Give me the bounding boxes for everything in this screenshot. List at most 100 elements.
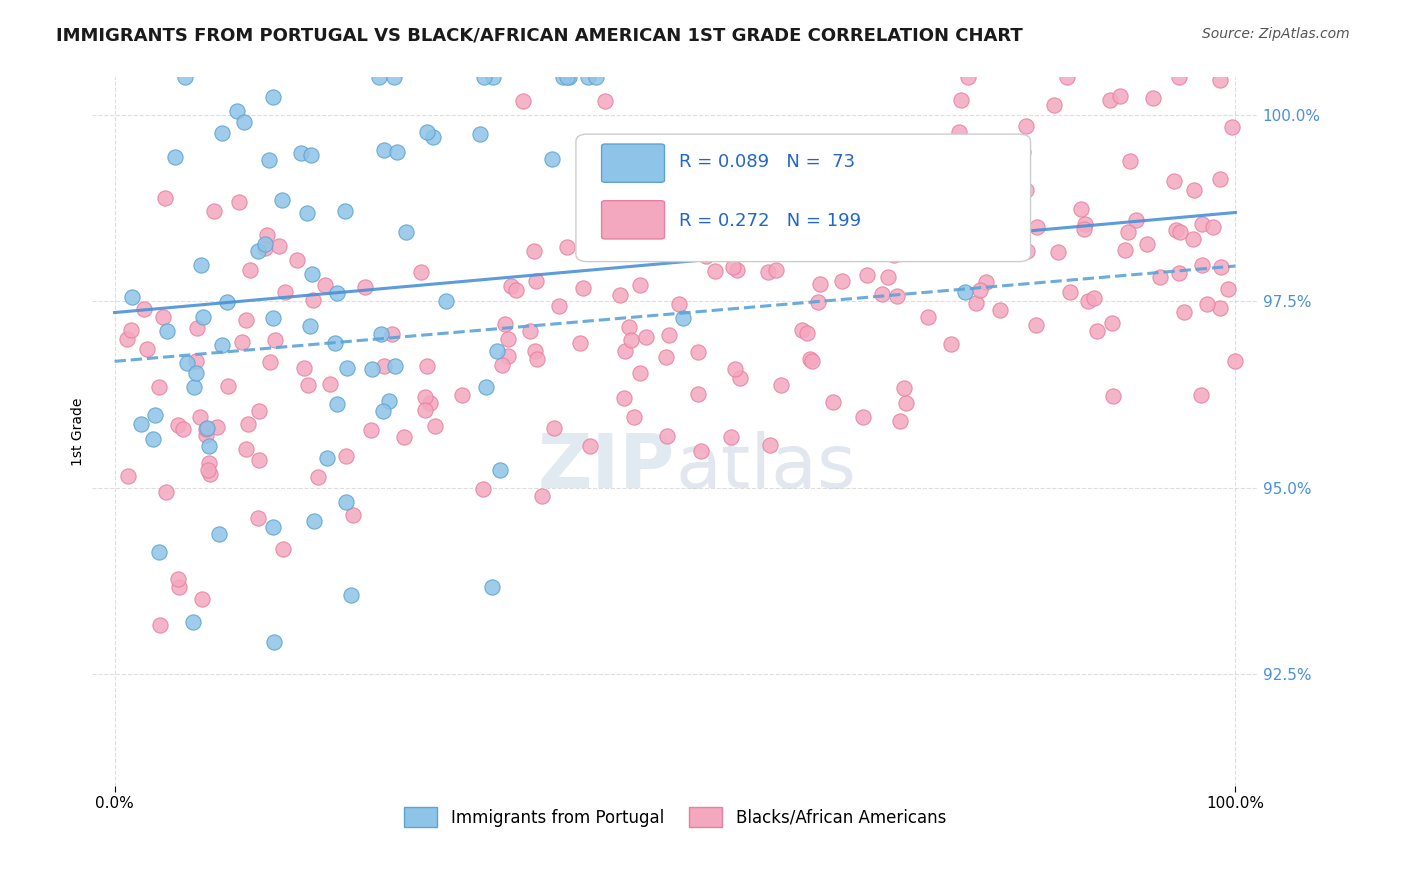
Point (302, 514, 325, 528)
Point (1059, 285, 1081, 300)
Point (568, 336, 591, 351)
Point (748, 210, 770, 224)
Point (690, 444, 713, 458)
Point (183, 380, 205, 394)
Point (733, 225, 755, 239)
Point (1191, 258, 1213, 272)
Point (285, 252, 308, 267)
Point (1142, 91, 1164, 105)
Point (1043, 97, 1066, 112)
Point (720, 430, 742, 444)
Point (194, 428, 217, 442)
Point (298, 318, 321, 333)
Point (655, 206, 678, 220)
Point (613, 391, 636, 405)
Point (385, 145, 408, 160)
Point (1015, 183, 1038, 197)
Point (360, 423, 382, 437)
Point (485, 344, 508, 359)
Point (792, 323, 814, 337)
Point (628, 366, 651, 380)
Point (1102, 388, 1125, 402)
Point (523, 344, 546, 359)
Point (808, 277, 831, 292)
Point (668, 297, 690, 311)
Point (1136, 237, 1159, 252)
Point (955, 285, 977, 300)
Point (247, 404, 270, 418)
Point (555, 240, 578, 254)
Point (831, 274, 853, 288)
Point (246, 244, 269, 258)
Point (274, 285, 297, 300)
Point (172, 422, 194, 436)
Point (247, 511, 270, 525)
Point (1119, 153, 1142, 168)
Point (354, 280, 377, 294)
Point (974, 275, 997, 289)
Point (807, 225, 830, 239)
Point (163, 150, 186, 164)
Point (1025, 318, 1047, 332)
Point (148, 379, 170, 393)
Point (1083, 291, 1105, 305)
Point (262, 520, 284, 534)
Point (394, 225, 416, 239)
Point (870, 286, 893, 301)
Point (957, 70, 980, 85)
Point (494, 318, 516, 332)
Point (988, 303, 1011, 318)
Point (519, 324, 541, 338)
Point (1077, 294, 1099, 309)
Point (302, 293, 325, 307)
Point (211, 126, 233, 140)
Point (254, 236, 277, 251)
Point (173, 70, 195, 85)
Y-axis label: 1st Grade: 1st Grade (72, 398, 86, 466)
Point (314, 278, 336, 293)
Point (856, 182, 879, 196)
Point (686, 345, 709, 359)
Point (1014, 120, 1036, 134)
Point (1012, 145, 1035, 159)
Point (186, 366, 208, 380)
Point (655, 350, 678, 364)
Point (186, 353, 208, 368)
Point (233, 115, 256, 129)
Point (543, 421, 565, 435)
Point (821, 395, 844, 409)
Point (579, 439, 602, 453)
Point (262, 310, 284, 325)
Point (807, 294, 830, 309)
Point (373, 359, 395, 373)
Point (263, 333, 285, 347)
Point (190, 592, 212, 607)
Point (1074, 217, 1097, 231)
Point (1166, 223, 1188, 237)
Point (939, 337, 962, 351)
Point (695, 250, 717, 264)
Point (450, 387, 472, 401)
Point (758, 437, 780, 451)
Point (800, 353, 823, 368)
Point (704, 263, 727, 277)
Point (269, 239, 291, 253)
Point (197, 463, 219, 477)
Point (889, 414, 911, 428)
Point (1202, 219, 1225, 234)
Point (195, 422, 218, 436)
Point (335, 450, 357, 464)
Point (883, 247, 905, 261)
Point (423, 418, 446, 433)
Point (193, 310, 215, 325)
Point (121, 290, 143, 304)
Point (886, 288, 908, 302)
Point (813, 144, 835, 158)
Point (472, 482, 495, 496)
Point (228, 194, 250, 209)
Point (1220, 120, 1243, 134)
Point (548, 299, 571, 313)
Point (799, 352, 821, 367)
Point (724, 362, 747, 376)
Point (217, 295, 239, 310)
